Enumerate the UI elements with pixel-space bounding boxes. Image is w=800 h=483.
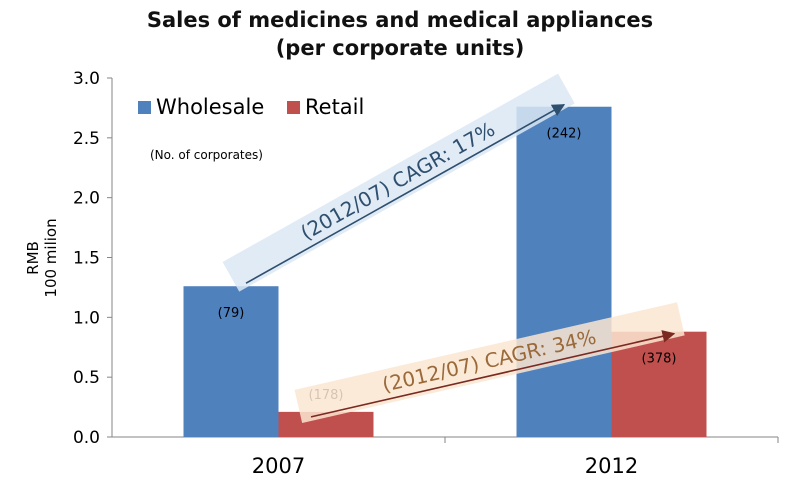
legend-label-retail: Retail <box>305 95 364 119</box>
bar-count-label: (242) <box>547 127 582 142</box>
legend-note: (No. of corporates) <box>150 148 263 162</box>
legend-swatch-retail <box>287 101 300 114</box>
cagr-arrow-1 <box>245 104 566 284</box>
cagr-band-1 <box>222 73 575 292</box>
cagr-label-1: (2012/07) CAGR: 17% <box>296 117 498 245</box>
bar-wholesale-2007 <box>183 286 279 437</box>
y-axis-label-line-1: RMB <box>24 241 42 275</box>
bar-count-label: (79) <box>218 306 245 321</box>
chart-title-line-2: (per corporate units) <box>275 36 525 60</box>
y-tick-label: 2.5 <box>73 129 100 149</box>
y-tick-label: 2.0 <box>73 189 100 209</box>
y-tick-label: 0.0 <box>73 428 100 448</box>
bar-count-label: (378) <box>642 352 677 367</box>
chart-title-line-1: Sales of medicines and medical appliance… <box>146 8 654 32</box>
y-tick-label: 3.0 <box>73 69 100 89</box>
x-tick-label: 2012 <box>585 454 638 478</box>
cagr-band-2 <box>294 302 685 424</box>
bar-wholesale-2012 <box>516 106 612 437</box>
y-tick-label: 0.5 <box>73 368 100 388</box>
legend-label-wholesale: Wholesale <box>156 95 264 119</box>
y-tick-label: 1.5 <box>73 249 100 269</box>
legend-swatch-wholesale <box>138 101 151 114</box>
x-tick-label: 2007 <box>252 454 305 478</box>
cagr-arrow-2 <box>310 330 676 418</box>
bar-retail-2012 <box>611 331 707 437</box>
y-axis-label-line-2: 100 milion <box>42 218 60 297</box>
y-tick-label: 1.0 <box>73 308 100 328</box>
